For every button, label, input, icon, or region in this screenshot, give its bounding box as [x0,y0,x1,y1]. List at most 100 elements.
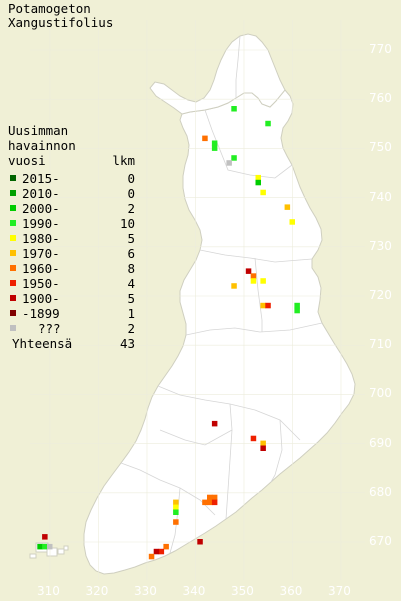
legend-label: -1899 [22,306,60,321]
y-axis-label: 700 [369,386,392,401]
legend-row: -1899 1 [10,306,135,321]
legend-column-headers: vuosi lkm [8,153,135,168]
observation-square [289,219,295,225]
legend-swatch [10,295,16,301]
legend-row: 1990- 10 [10,216,135,231]
legend-count: 4 [127,276,135,291]
legend-col-count: lkm [112,153,135,168]
observation-square [211,140,218,146]
legend-row: 1980- 5 [10,231,135,246]
legend-swatch [10,265,16,271]
x-axis-label: 320 [85,584,109,598]
legend-heading-1: Uusimman [8,123,69,138]
legend-label: 1990- [22,216,60,231]
observation-square [231,106,237,112]
observation-square [255,179,261,186]
observation-square [202,499,208,506]
legend-label: 2015- [22,171,60,186]
observation-square [42,543,48,550]
observation-square [260,278,266,284]
observation-square [163,543,169,550]
observation-square [226,160,232,166]
legend-count: 1 [127,306,135,321]
species-name-line1: Potamogeton [8,1,91,16]
legend-label: ??? [38,321,61,336]
observation-square [265,120,271,127]
observation-square [148,553,155,560]
legend-label: 1970- [22,246,60,261]
finland-north-arm [149,33,286,115]
legend-swatch [10,175,16,181]
observation-square [207,499,213,506]
observation-square [284,204,291,210]
y-axis-label: 730 [369,238,392,253]
legend-count: 10 [119,216,135,231]
legend-swatch [10,220,16,226]
legend-swatch [10,250,16,256]
observation-square [211,145,218,151]
legend-total: Yhteensä 43 [10,336,135,351]
observation-square [265,302,271,309]
legend-label: 1960- [22,261,60,276]
observation-square [294,302,300,309]
x-axis-label: 330 [134,584,157,598]
legend-swatch [10,235,16,241]
legend-total-count: 43 [119,336,135,351]
observation-square [260,440,266,447]
observation-square [47,543,53,550]
x-axis-label: 370 [328,584,351,598]
observation-square [231,155,237,161]
x-axis-label: 350 [231,584,254,598]
y-axis-label: 690 [369,435,392,450]
y-axis-label: 750 [369,140,392,155]
observation-square [231,283,237,289]
legend-label: 1900- [22,291,60,306]
observation-square [158,548,165,555]
observation-square [250,273,257,279]
legend-swatch [10,325,16,331]
legend-swatch [10,205,16,211]
observation-square [197,539,203,545]
legend-row: 2015- 0 [10,171,135,186]
y-axis-label: 740 [369,189,392,204]
observation-square [250,278,257,284]
legend-row: 1970- 6 [10,246,135,261]
observation-square [255,174,261,181]
observation-square [153,548,160,555]
legend-row: 1900- 5 [10,291,135,306]
legend-swatch [10,280,16,286]
x-axis-label: 310 [37,584,60,598]
observation-square [173,509,179,515]
y-axis-label: 760 [369,91,392,106]
species-name-line2: Xangustifolius [8,15,114,30]
legend-row: 1950- 4 [10,276,135,291]
observation-square [250,435,257,442]
legend-count: 6 [127,246,135,261]
observation-square [42,534,48,540]
y-axis-label: 670 [369,534,392,548]
legend-count: 8 [127,261,135,276]
legend-label: 1980- [22,231,60,246]
observation-square [37,543,43,550]
observation-square [260,189,266,196]
observation-square [211,499,218,506]
legend-swatch [10,190,16,196]
observation-square [245,268,252,274]
observation-square [207,494,213,501]
grid-lines [30,20,365,580]
observation-square [211,420,218,427]
legend-row: ??? 2 [10,321,135,336]
y-axis-label: 720 [369,288,392,302]
legend-count: 0 [127,171,135,186]
legend-row: 2000- 2 [10,201,135,216]
legend-label: 1950- [22,276,60,291]
legend-count: 5 [127,231,135,246]
observation-markers [37,106,300,560]
observation-square [173,499,179,506]
observation-square [211,494,218,501]
legend-total-label: Yhteensä [12,336,73,351]
legend-count: 5 [127,291,135,306]
finland-land [83,89,356,575]
legend-heading-2: havainnon [8,138,76,153]
legend-count: 2 [127,321,135,336]
